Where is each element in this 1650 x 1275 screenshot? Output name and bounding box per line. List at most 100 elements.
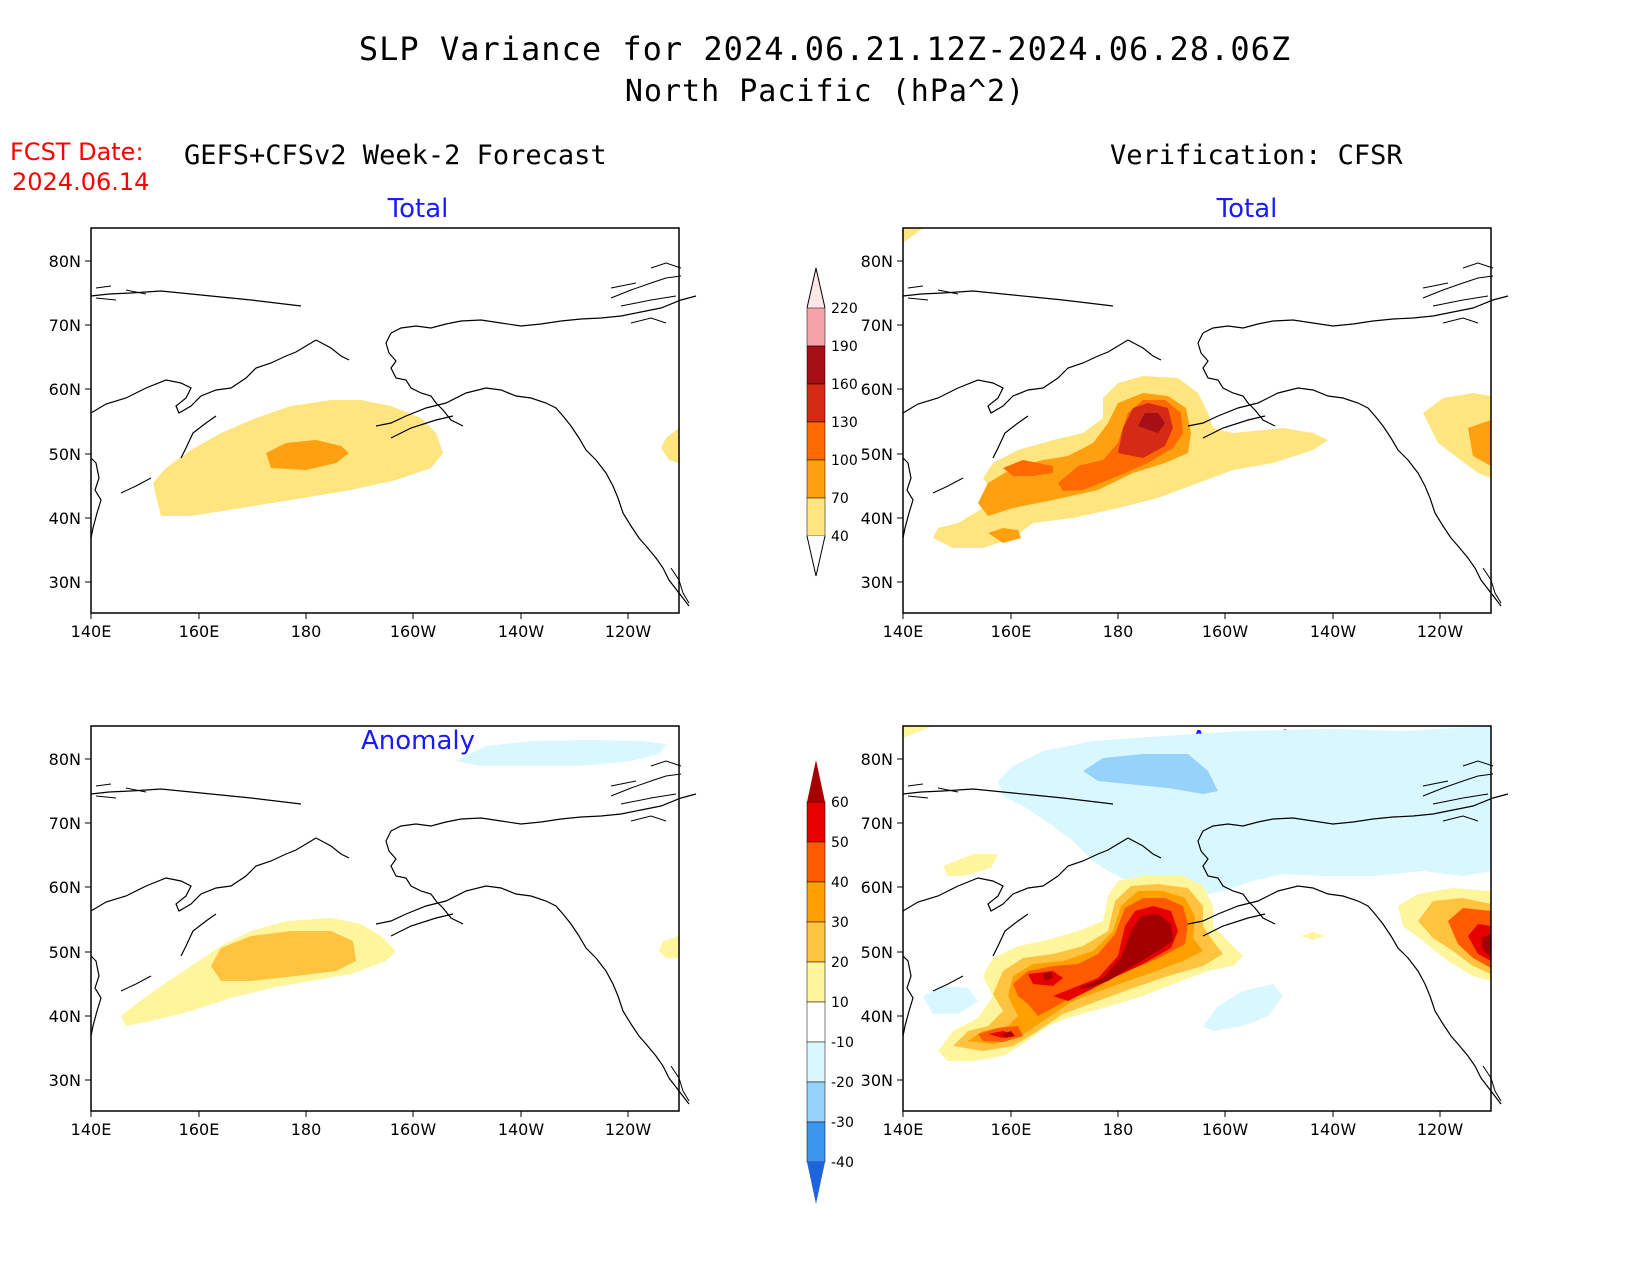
lat-tick-label: 50N <box>49 943 81 962</box>
colorbar-anomaly: 60 50 40 30 20 10 -10 -20 -30 -40 <box>806 760 854 1204</box>
colorbar-anomaly-label: -20 <box>831 1075 854 1091</box>
lat-tick-label: 60N <box>861 380 893 399</box>
colorbar-anomaly-swatch <box>806 1001 826 1043</box>
colorbar-anomaly-top-triangle <box>807 760 825 802</box>
colorbar-anomaly-label: 60 <box>831 795 849 811</box>
lon-tick-label: 180 <box>291 1120 322 1139</box>
lat-tick-label: 80N <box>861 252 893 271</box>
lon-tick-label: 180 <box>1103 1120 1134 1139</box>
fill-verif-east-anom-5 <box>1481 934 1491 956</box>
lon-tick-label: 120W <box>605 622 652 641</box>
colorbar-total-label: 220 <box>831 301 858 317</box>
fill-verif-north-pos <box>943 854 998 876</box>
lon-tick-label: 140W <box>1310 1120 1357 1139</box>
fill-verif-east-inner <box>1468 420 1491 466</box>
lon-tick-label: 160E <box>179 1120 220 1139</box>
fcst-date-value: 2024.06.14 <box>12 168 150 196</box>
fill-60-plus <box>1003 914 1173 1038</box>
fill-100-130 <box>988 528 1021 543</box>
lat-tick-label: 60N <box>861 878 893 897</box>
colorbar-total-label: 70 <box>831 491 849 507</box>
fill-verif-corner <box>903 228 923 243</box>
fill-20-30 <box>211 931 356 981</box>
map-frame <box>902 725 1492 1112</box>
lon-tick-label: 140E <box>71 1120 112 1139</box>
map-verification-total <box>902 228 1509 607</box>
fill-verif-east <box>1423 393 1491 478</box>
lat-tick-label: 40N <box>49 509 81 528</box>
colorbar-total-swatch <box>806 459 826 499</box>
colorbar-anomaly-label: 20 <box>831 955 849 971</box>
colorbar-total-swatch <box>806 497 826 537</box>
lat-tick-label: 30N <box>861 573 893 592</box>
fill-neg-20 <box>1083 754 1218 794</box>
lat-tick-label: 70N <box>861 814 893 833</box>
lon-tick-label: 140W <box>498 1120 545 1139</box>
colorbar-anomaly-label: -10 <box>831 1035 854 1051</box>
lat-tick-label: 60N <box>49 380 81 399</box>
lon-tick-label: 160E <box>179 622 220 641</box>
colorbar-anomaly-swatch <box>806 881 826 923</box>
map-frame <box>902 227 1492 614</box>
lat-tick-label: 80N <box>49 750 81 769</box>
colorbar-total-swatch <box>806 345 826 385</box>
lon-tick-label: 180 <box>1103 622 1134 641</box>
fill-160-190 <box>1138 413 1165 433</box>
map-verification-anomaly <box>902 726 1509 1105</box>
lon-tick-label: 120W <box>1417 1120 1464 1139</box>
fill-70-100 <box>266 440 349 470</box>
chart-subtitle: North Pacific (hPa^2) <box>624 74 1026 109</box>
lon-tick-label: 140E <box>883 622 924 641</box>
colorbar-total-swatch <box>806 421 826 461</box>
colorbar-anomaly-swatch <box>806 1121 826 1163</box>
lat-tick-label: 30N <box>49 573 81 592</box>
lon-tick-label: 140E <box>71 622 112 641</box>
forecast-heading: GEFS+CFSv2 Week-2 Forecast <box>184 140 607 171</box>
colorbar-anomaly-swatch <box>806 961 826 1003</box>
lon-tick-label: 180 <box>291 622 322 641</box>
fill-verif-small-pos <box>1301 932 1325 940</box>
lat-tick-label: 80N <box>49 252 81 271</box>
colorbar-anomaly-swatch <box>806 841 826 883</box>
lat-tick-label: 30N <box>49 1071 81 1090</box>
colorbar-anomaly-swatch <box>806 1041 826 1083</box>
lat-tick-label: 50N <box>861 943 893 962</box>
fill-neg-10-west <box>923 986 978 1014</box>
colorbar-anomaly-swatch <box>806 1081 826 1123</box>
lon-tick-label: 120W <box>605 1120 652 1139</box>
colorbar-anomaly-bottom-triangle <box>807 1162 825 1204</box>
lat-tick-label: 60N <box>49 878 81 897</box>
map-forecast-total <box>90 262 697 607</box>
verif-total-title: Total <box>1216 194 1278 224</box>
fcst-anomaly-title: Anomaly <box>360 726 476 756</box>
fill-neg-10 <box>456 740 666 766</box>
verification-heading: Verification: CFSR <box>1110 140 1403 171</box>
fill-verif-corner-anom <box>903 726 933 738</box>
axis-ticks: 80N 70N 60N 50N 40N 30N 140E 160E 180 160W 140W 120… <box>49 252 1464 1139</box>
lon-tick-label: 160W <box>1202 1120 1249 1139</box>
colorbar-anomaly-label: -30 <box>831 1115 854 1131</box>
lat-tick-label: 70N <box>49 316 81 335</box>
lat-tick-label: 40N <box>861 1007 893 1026</box>
colorbar-total-top-triangle <box>806 267 826 309</box>
map-frames <box>90 227 1492 1112</box>
lat-tick-label: 50N <box>861 445 893 464</box>
map-frame <box>90 227 680 614</box>
fcst-total-title: Total <box>387 194 449 224</box>
fill-neg-10-south <box>1203 984 1283 1031</box>
fill-40-70-edge <box>661 428 679 463</box>
colorbar-total-bottom-triangle <box>806 535 826 577</box>
colorbar-total-label: 100 <box>831 453 858 469</box>
lat-tick-label: 70N <box>49 814 81 833</box>
lat-tick-label: 80N <box>861 750 893 769</box>
lon-tick-label: 160W <box>1202 622 1249 641</box>
lon-tick-label: 160W <box>390 1120 437 1139</box>
colorbar-anomaly-label: 40 <box>831 875 849 891</box>
colorbar-total-label: 160 <box>831 377 858 393</box>
colorbar-total: 220 190 160 130 100 70 40 <box>806 267 858 577</box>
colorbar-total-label: 130 <box>831 415 858 431</box>
colorbar-anomaly-label: 10 <box>831 995 849 1011</box>
lon-tick-label: 140E <box>883 1120 924 1139</box>
lon-tick-label: 140W <box>498 622 545 641</box>
